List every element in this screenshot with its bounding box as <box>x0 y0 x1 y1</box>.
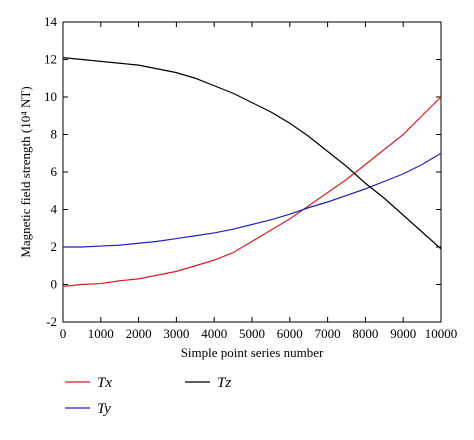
y-tick-label: 12 <box>44 52 57 67</box>
legend-label: Ty <box>97 401 111 417</box>
y-tick-label: 14 <box>44 14 58 29</box>
x-tick-label: 3000 <box>163 326 189 341</box>
x-tick-label: 9000 <box>390 326 416 341</box>
x-tick-label: 10000 <box>425 326 458 341</box>
legend-label: Tz <box>217 375 231 391</box>
series-line <box>62 96 442 287</box>
x-tick-label: 5000 <box>239 326 265 341</box>
y-tick-label: 10 <box>44 89 57 104</box>
x-tick-label: 4000 <box>201 326 227 341</box>
series-line <box>62 57 442 250</box>
x-tick-label: 8000 <box>352 326 378 341</box>
y-tick-label: 0 <box>51 277 58 292</box>
y-tick-label: 2 <box>51 239 58 254</box>
legend-label: Tx <box>97 375 112 391</box>
x-tick-label: 0 <box>60 326 67 341</box>
x-tick-label: 1000 <box>88 326 114 341</box>
y-tick-label: -2 <box>46 314 57 329</box>
y-tick-label: 4 <box>51 202 58 217</box>
plot-frame <box>62 21 442 323</box>
x-tick-label: 7000 <box>315 326 341 341</box>
y-tick-label: 6 <box>51 164 58 179</box>
x-tick-label: 2000 <box>126 326 152 341</box>
y-tick-label: 8 <box>51 127 58 142</box>
x-axis-label: Simple point series number <box>181 345 324 360</box>
x-tick-label: 6000 <box>277 326 303 341</box>
y-axis-label: Magnetic field strength (10⁴ NT) <box>18 86 33 257</box>
series-line <box>63 152 442 248</box>
